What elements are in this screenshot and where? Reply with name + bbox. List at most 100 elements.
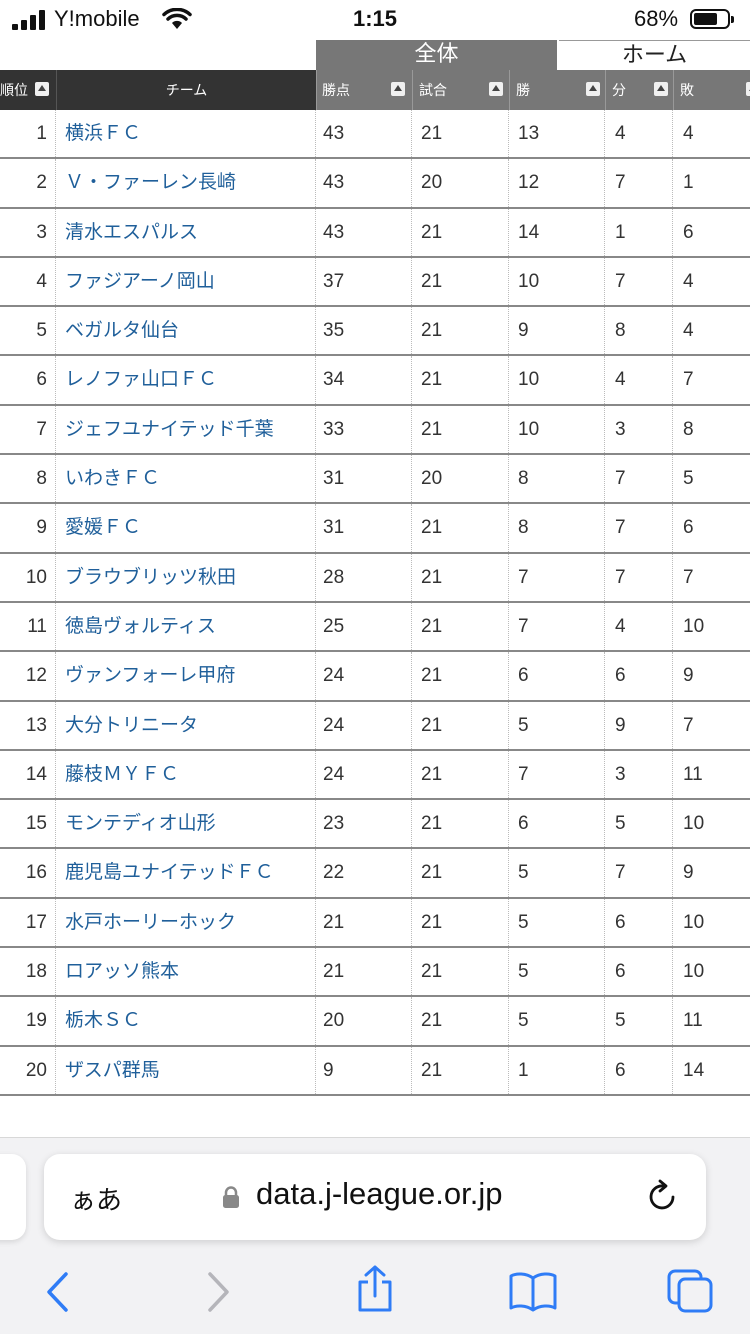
rank-cell: 1 [0, 110, 56, 158]
draws-cell: 5 [605, 800, 673, 848]
played-cell: 21 [412, 602, 509, 651]
sort-icon[interactable] [391, 82, 405, 96]
table-row: 9 愛媛ＦＣ 31 21 8 7 6 [0, 504, 750, 554]
points-cell: 34 [316, 356, 412, 404]
table-row: 18 ロアッソ熊本 21 21 5 6 10 [0, 948, 750, 998]
sort-icon[interactable] [654, 82, 668, 96]
team-link[interactable]: 愛媛ＦＣ [56, 504, 316, 552]
points-cell: 28 [316, 553, 412, 601]
header-losses[interactable]: 敗 [673, 70, 750, 110]
losses-cell: 7 [683, 369, 694, 391]
losses-cell: 9 [683, 862, 694, 884]
rank-cell: 4 [0, 257, 56, 306]
status-time: 1:15 [352, 6, 398, 31]
rank-cell: 7 [0, 405, 56, 454]
back-icon[interactable] [44, 1270, 72, 1314]
team-link[interactable]: 徳島ヴォルティス [56, 602, 316, 651]
points-cell: 43 [316, 110, 412, 158]
team-link[interactable]: モンテディオ山形 [56, 800, 316, 848]
draws-cell: 6 [605, 948, 673, 996]
team-link[interactable]: ジェフユナイテッド千葉 [56, 405, 316, 454]
address-bar[interactable]: ぁあ data.j-league.or.jp [44, 1154, 706, 1240]
wins-cell: 7 [509, 553, 605, 601]
losses-cell: 14 [683, 1059, 705, 1081]
team-link[interactable]: いわきＦＣ [56, 455, 316, 503]
team-link[interactable]: ヴァンフォーレ甲府 [56, 652, 316, 700]
previous-tab-card[interactable] [0, 1154, 26, 1240]
sort-icon[interactable] [746, 82, 750, 96]
team-link[interactable]: ファジアーノ岡山 [56, 257, 316, 306]
sort-icon[interactable] [586, 82, 600, 96]
team-link[interactable]: 藤枝ＭＹＦＣ [56, 750, 316, 799]
draws-cell: 5 [605, 997, 673, 1045]
wins-cell: 13 [509, 110, 605, 158]
team-link[interactable]: ベガルタ仙台 [56, 307, 316, 355]
table-row: 10 ブラウブリッツ秋田 28 21 7 7 7 [0, 553, 750, 603]
header-played[interactable]: 試合 [412, 70, 509, 110]
team-link[interactable]: 栃木ＳＣ [56, 997, 316, 1045]
team-link[interactable]: ロアッソ熊本 [56, 948, 316, 996]
played-cell: 21 [412, 208, 509, 256]
points-cell: 31 [316, 504, 412, 552]
wins-cell: 14 [509, 208, 605, 256]
played-cell: 21 [412, 405, 509, 454]
losses-cell: 4 [683, 270, 694, 292]
draws-cell: 4 [605, 356, 673, 404]
team-link[interactable]: レノファ山口ＦＣ [56, 356, 316, 404]
team-link[interactable]: ブラウブリッツ秋田 [56, 553, 316, 601]
table-row: 5 ベガルタ仙台 35 21 9 8 4 [0, 307, 750, 357]
wins-cell: 6 [509, 800, 605, 848]
rank-cell: 15 [0, 800, 56, 848]
losses-cell: 8 [683, 418, 694, 440]
rank-cell: 17 [0, 898, 56, 947]
browser-toolbar: ぁあ data.j-league.or.jp [0, 1137, 750, 1334]
table-row: 16 鹿児島ユナイテッドＦＣ 22 21 5 7 9 [0, 849, 750, 899]
draws-cell: 9 [605, 701, 673, 749]
bookmarks-icon[interactable] [508, 1270, 558, 1314]
share-icon[interactable] [354, 1264, 396, 1314]
tab-all[interactable]: 全体 [316, 40, 557, 70]
carrier-name: Y!mobile [54, 6, 140, 31]
header-wins[interactable]: 勝 [509, 70, 605, 110]
text-size-button[interactable]: ぁあ [70, 1185, 123, 1215]
points-cell: 20 [316, 997, 412, 1045]
sort-icon[interactable] [35, 82, 49, 96]
draws-cell: 3 [605, 405, 673, 454]
lock-icon [223, 1186, 239, 1208]
wins-cell: 12 [509, 159, 605, 207]
wins-cell: 7 [509, 602, 605, 651]
header-draws[interactable]: 分 [605, 70, 673, 110]
points-cell: 25 [316, 602, 412, 651]
points-cell: 24 [316, 750, 412, 799]
forward-icon[interactable] [204, 1270, 232, 1314]
reload-icon[interactable] [646, 1178, 680, 1214]
table-row: 6 レノファ山口ＦＣ 34 21 10 4 7 [0, 356, 750, 406]
wins-cell: 10 [509, 356, 605, 404]
draws-cell: 7 [605, 849, 673, 897]
header-points[interactable]: 勝点 [316, 70, 412, 110]
team-link[interactable]: 大分トリニータ [56, 701, 316, 749]
losses-cell: 9 [683, 665, 694, 687]
rank-cell: 20 [0, 1046, 56, 1094]
rank-cell: 12 [0, 652, 56, 700]
points-cell: 24 [316, 652, 412, 700]
played-cell: 21 [412, 257, 509, 306]
points-cell: 31 [316, 455, 412, 503]
standings-table: 順位 チーム 勝点 試合 勝 分 敗 1 横浜ＦＣ 43 21 13 4 4 2 Ｖ・ファーレン… [0, 70, 750, 1096]
team-link[interactable]: Ｖ・ファーレン長崎 [56, 159, 316, 207]
table-row: 20 ザスパ群馬 9 21 1 6 14 [0, 1046, 750, 1096]
team-link[interactable]: ザスパ群馬 [56, 1046, 316, 1094]
losses-cell: 10 [683, 961, 705, 983]
header-team[interactable]: チーム [56, 70, 316, 110]
sort-icon[interactable] [489, 82, 503, 96]
tabs-icon[interactable] [666, 1268, 714, 1314]
team-link[interactable]: 清水エスパルス [56, 208, 316, 256]
team-link[interactable]: 横浜ＦＣ [56, 110, 316, 158]
team-link[interactable]: 鹿児島ユナイテッドＦＣ [56, 849, 316, 897]
table-row: 1 横浜ＦＣ 43 21 13 4 4 [0, 110, 750, 160]
tab-home[interactable]: ホーム [559, 40, 750, 70]
points-cell: 43 [316, 159, 412, 207]
team-link[interactable]: 水戸ホーリーホック [56, 898, 316, 947]
rank-cell: 9 [0, 504, 56, 552]
header-rank[interactable]: 順位 [0, 70, 56, 110]
